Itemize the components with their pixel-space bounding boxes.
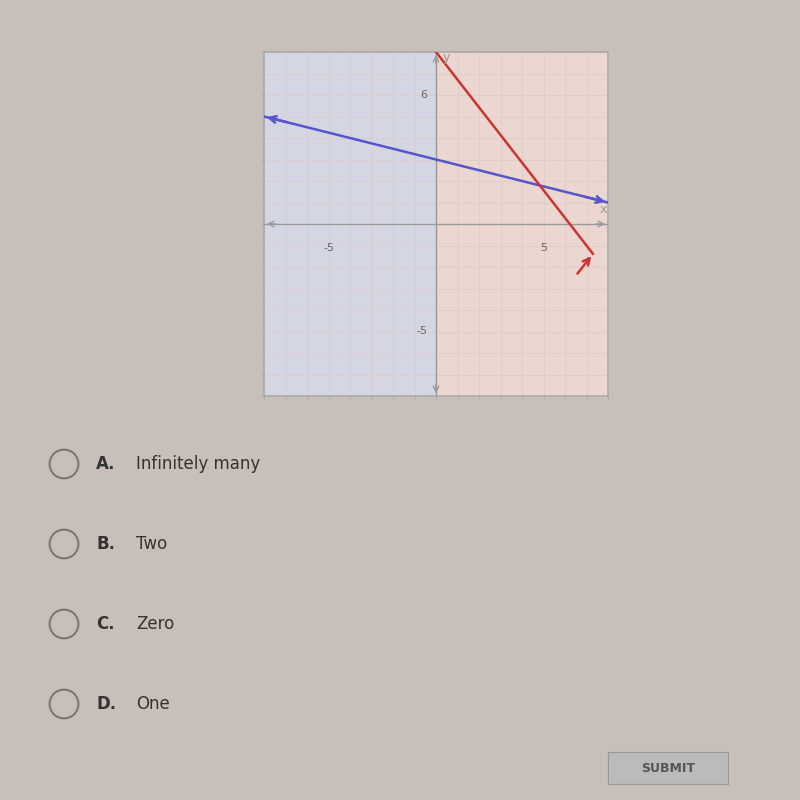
Text: One: One [136, 695, 170, 713]
Text: 5: 5 [540, 243, 547, 254]
Text: 6: 6 [421, 90, 427, 100]
Text: Infinitely many: Infinitely many [136, 455, 260, 473]
Text: SUBMIT: SUBMIT [641, 762, 695, 774]
Text: Two: Two [136, 535, 167, 553]
Text: A.: A. [96, 455, 115, 473]
Text: C.: C. [96, 615, 114, 633]
Text: -5: -5 [416, 326, 427, 337]
Text: Zero: Zero [136, 615, 174, 633]
Text: -5: -5 [323, 243, 334, 254]
Text: x: x [599, 203, 606, 216]
Text: B.: B. [96, 535, 115, 553]
Text: D.: D. [96, 695, 116, 713]
Text: y: y [442, 50, 450, 64]
